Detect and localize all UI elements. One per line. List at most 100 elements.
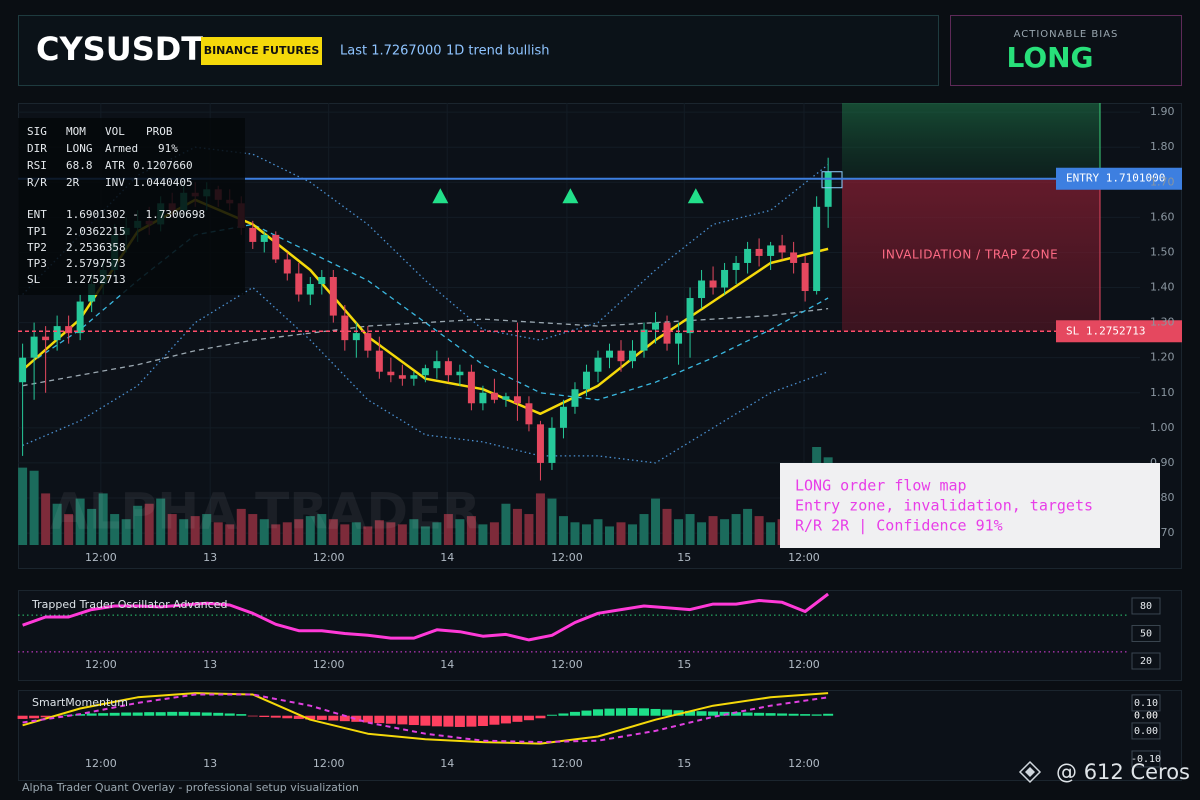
info-cell: 1.6901302 - 1.7300698 [66, 208, 205, 221]
histogram-bar [731, 712, 742, 716]
volume-bar [64, 514, 74, 545]
histogram-bar [535, 715, 546, 719]
symbol: CYSUSDT [36, 30, 203, 68]
candle-body [709, 280, 717, 288]
annotation-box [780, 463, 1160, 548]
histogram-bar [178, 711, 189, 716]
x-tick-label: 12:00 [788, 551, 820, 564]
volume-bar [628, 524, 638, 545]
stop-tag [1056, 320, 1182, 343]
volume-bar [179, 519, 189, 545]
candle-body [582, 371, 590, 390]
volume-bar [18, 467, 28, 545]
x-tick-label: 14 [440, 757, 454, 770]
histogram-bar [316, 715, 327, 720]
info-cell: 68.8 [66, 159, 93, 172]
histogram-bar [800, 714, 811, 716]
last-price: Last 1.7267000 [340, 44, 442, 59]
candle-body [767, 245, 775, 256]
candle-body [42, 336, 50, 341]
candle-body [663, 322, 671, 344]
volume-bar [29, 470, 39, 545]
info-panel [18, 118, 245, 295]
candle-body [675, 333, 683, 344]
y-tick-label: 0.00 [1134, 726, 1158, 737]
y-tick-label: 20 [1140, 656, 1152, 667]
histogram-bar [765, 713, 776, 716]
y2-tick-label: 0.00 [1134, 711, 1158, 722]
candle-body [744, 248, 752, 263]
indicator-line [22, 286, 829, 464]
volume-bar [75, 498, 85, 545]
info-cell: SIG [27, 125, 47, 138]
histogram-bar [29, 715, 40, 719]
volume-bar [41, 493, 51, 545]
histogram-bar [190, 712, 201, 716]
volume-bar [651, 498, 661, 545]
histogram-bar [155, 712, 166, 716]
x-tick-label: 12:00 [551, 551, 583, 564]
histogram-bar [339, 715, 350, 722]
volume-bar [121, 519, 131, 545]
indicator-line [22, 146, 829, 341]
volume-bar [386, 522, 396, 545]
y-tick-box [1131, 652, 1161, 670]
info-cell: 91% [158, 142, 178, 155]
candle-body [283, 259, 291, 274]
watermark: ALPHA TRADER [50, 483, 481, 541]
histogram-bar [604, 708, 615, 716]
histogram-bar [144, 712, 155, 716]
volume-bar [593, 519, 603, 545]
candle-body [306, 284, 314, 295]
histogram-bar [420, 715, 431, 726]
histogram-bar [616, 708, 627, 716]
histogram-bar [581, 710, 592, 716]
histogram-bar [351, 715, 362, 722]
candle-body [410, 375, 418, 379]
y-tick-label: 50 [1140, 628, 1152, 639]
volume-bar [512, 508, 522, 545]
x-tick-label: 12:00 [551, 658, 583, 671]
histogram-bar [98, 713, 109, 716]
info-cell: Armed [105, 142, 138, 155]
volume-bar [52, 503, 62, 545]
volume-bar [236, 508, 246, 545]
momentum-line [22, 692, 829, 745]
x-tick-label: 12:00 [788, 757, 820, 770]
histogram-bar [374, 715, 385, 724]
histogram-bar [121, 712, 132, 716]
histogram-bar [650, 708, 661, 716]
volume-bar [535, 493, 545, 545]
panel-title: Trapped Trader Oscillator Advanced [31, 598, 227, 611]
volume-bar [685, 514, 695, 545]
candle-body [295, 273, 303, 295]
volume-bar [294, 519, 304, 545]
histogram-bar [742, 712, 753, 716]
info-cell: 2.5797573 [66, 257, 126, 270]
momentum-line [22, 693, 829, 744]
entry-label: ENTRY 1.7101000 [1066, 172, 1165, 185]
histogram-bar [512, 715, 523, 722]
volume-bar [110, 514, 120, 545]
x-tick-label: 15 [677, 658, 691, 671]
info-cell: VOL [105, 125, 125, 138]
candle-body [30, 336, 38, 358]
info-cell: SL [27, 273, 41, 286]
candle-body [421, 368, 429, 376]
footer: Alpha Trader Quant Overlay - professiona… [22, 781, 359, 794]
histogram-bar [500, 715, 511, 724]
x-tick-label: 12:00 [313, 757, 345, 770]
histogram-bar [408, 715, 419, 726]
histogram-bar [592, 709, 603, 716]
annotation-line: Entry zone, invalidation, targets [795, 497, 1093, 515]
histogram-bar [489, 715, 500, 725]
candle-body [559, 406, 567, 428]
info-cell: PROB [146, 125, 173, 138]
x-tick-label: 12:00 [788, 658, 820, 671]
histogram-bar [362, 715, 373, 723]
candle-body [698, 280, 706, 299]
y-tick-label: 1.70 [1150, 175, 1175, 188]
volume-bar [674, 519, 684, 545]
volume-bar [98, 493, 108, 545]
